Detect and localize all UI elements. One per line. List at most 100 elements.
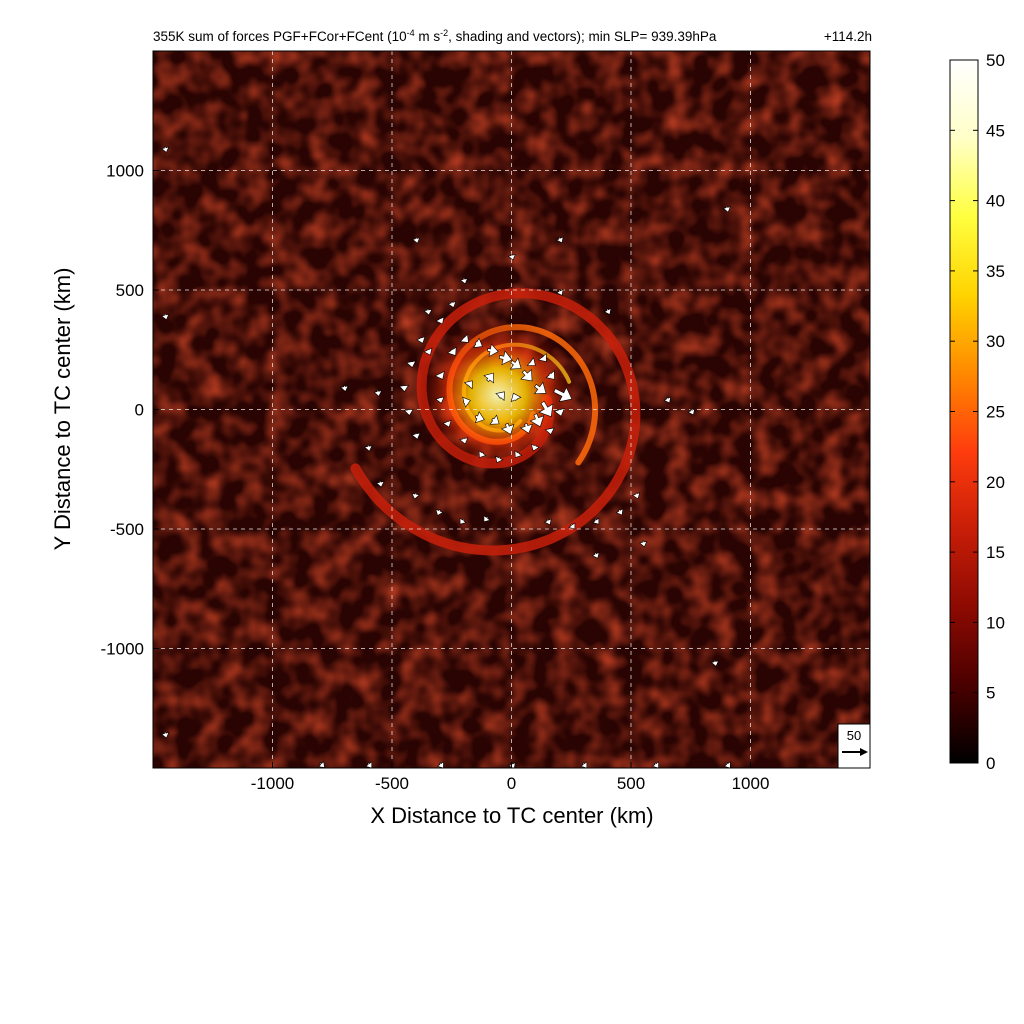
force-vector bbox=[462, 396, 471, 408]
force-vector bbox=[459, 333, 469, 343]
force-vector bbox=[446, 346, 457, 356]
colorbar-tick-label: 20 bbox=[986, 473, 1005, 492]
force-vector bbox=[510, 392, 522, 403]
x-axis-label: X Distance to TC center (km) bbox=[370, 803, 653, 828]
force-vector bbox=[651, 761, 659, 768]
force-vector bbox=[509, 357, 522, 370]
force-vector bbox=[447, 301, 457, 309]
title-exponent: -4 bbox=[407, 28, 415, 38]
reference-vector-key: 50 bbox=[837, 723, 871, 769]
force-vector bbox=[459, 277, 469, 285]
force-vector bbox=[435, 508, 444, 516]
y-axis-ticks: 1000 500 0 -500 -1000 bbox=[101, 162, 159, 659]
force-vector bbox=[529, 413, 545, 428]
force-vector bbox=[537, 353, 547, 363]
reference-vector-label: 50 bbox=[847, 728, 861, 743]
force-vector bbox=[591, 551, 600, 559]
force-vector bbox=[375, 480, 385, 488]
force-vector bbox=[631, 492, 641, 500]
force-vector bbox=[495, 391, 505, 402]
force-vector bbox=[538, 400, 554, 418]
force-vector bbox=[411, 432, 421, 440]
y-tick-label: 1000 bbox=[106, 162, 144, 181]
force-vector bbox=[495, 455, 504, 464]
y-axis-label: Y Distance to TC center (km) bbox=[50, 268, 75, 551]
force-vector bbox=[555, 288, 564, 296]
force-vector bbox=[340, 385, 349, 392]
force-vector bbox=[412, 236, 421, 244]
force-vector bbox=[530, 443, 540, 452]
force-vector bbox=[710, 659, 720, 667]
force-vector bbox=[500, 422, 515, 435]
title-units-exponent: -2 bbox=[440, 28, 448, 38]
x-tick-label: 1000 bbox=[732, 774, 770, 793]
force-vector bbox=[406, 360, 417, 369]
force-vector bbox=[398, 384, 410, 393]
force-vector bbox=[436, 761, 444, 768]
force-vector bbox=[442, 419, 452, 428]
force-vector bbox=[545, 370, 555, 380]
force-vector bbox=[416, 336, 426, 344]
force-vector bbox=[507, 253, 516, 261]
colorbar-tick-label: 0 bbox=[986, 754, 995, 773]
force-vector bbox=[592, 517, 600, 525]
title-suffix: , shading and vectors); min SLP= 939.39h… bbox=[448, 29, 717, 44]
y-tick-label: -500 bbox=[110, 520, 144, 539]
reference-vector-box bbox=[837, 723, 871, 769]
force-vector bbox=[555, 236, 564, 244]
force-vector bbox=[687, 408, 696, 416]
colorbar-tick-label: 35 bbox=[986, 262, 1005, 281]
force-vector bbox=[317, 760, 325, 768]
force-vector bbox=[544, 427, 555, 435]
force-vector bbox=[161, 731, 170, 739]
force-vector bbox=[434, 370, 445, 380]
x-axis-ticks: -1000 -500 0 500 1000 bbox=[251, 762, 770, 793]
title-units: m s bbox=[415, 29, 441, 44]
force-vector bbox=[435, 316, 445, 325]
title-main: 355K sum of forces PGF+FCor+FCent (10 bbox=[153, 29, 407, 44]
force-vector bbox=[526, 357, 536, 366]
colorbar-tick-label: 15 bbox=[986, 543, 1005, 562]
force-vector bbox=[463, 380, 473, 390]
force-vector bbox=[483, 515, 491, 523]
force-vector bbox=[543, 518, 552, 526]
colorbar-tick-label: 50 bbox=[986, 51, 1005, 70]
heatmap-field bbox=[153, 51, 870, 768]
x-tick-label: -1000 bbox=[251, 774, 294, 793]
chart-title: 355K sum of forces PGF+FCor+FCent (10-4 … bbox=[153, 28, 717, 44]
time-label: +114.2h bbox=[824, 29, 872, 44]
force-vectors bbox=[161, 146, 731, 768]
force-vector bbox=[498, 350, 513, 366]
colorbar-tick-label: 40 bbox=[986, 192, 1005, 211]
force-vector bbox=[363, 444, 373, 452]
force-vector bbox=[435, 396, 445, 404]
force-vector bbox=[459, 517, 467, 525]
force-vector bbox=[520, 368, 533, 382]
force-vector bbox=[514, 450, 523, 458]
y-tick-label: -1000 bbox=[101, 640, 144, 659]
force-vector bbox=[161, 313, 170, 321]
x-tick-label: -500 bbox=[375, 774, 409, 793]
force-vector bbox=[533, 381, 547, 395]
x-tick-label: 0 bbox=[507, 774, 516, 793]
force-vector bbox=[553, 407, 565, 417]
colorbar-tick-label: 10 bbox=[986, 613, 1005, 632]
force-vector bbox=[723, 761, 731, 768]
x-tick-label: 500 bbox=[617, 774, 645, 793]
force-vector bbox=[615, 508, 624, 516]
force-vector bbox=[489, 414, 500, 425]
force-vector bbox=[568, 522, 576, 530]
force-vector bbox=[722, 205, 731, 213]
force-vector bbox=[603, 307, 612, 315]
colorbar-tick-label: 5 bbox=[986, 684, 995, 703]
force-vector bbox=[487, 343, 499, 358]
force-vector bbox=[411, 492, 421, 500]
force-vector bbox=[161, 146, 170, 153]
y-tick-label: 0 bbox=[135, 401, 144, 420]
force-vector bbox=[459, 437, 469, 445]
force-vector bbox=[580, 761, 588, 768]
force-vector bbox=[423, 308, 433, 316]
force-vector bbox=[423, 347, 433, 356]
